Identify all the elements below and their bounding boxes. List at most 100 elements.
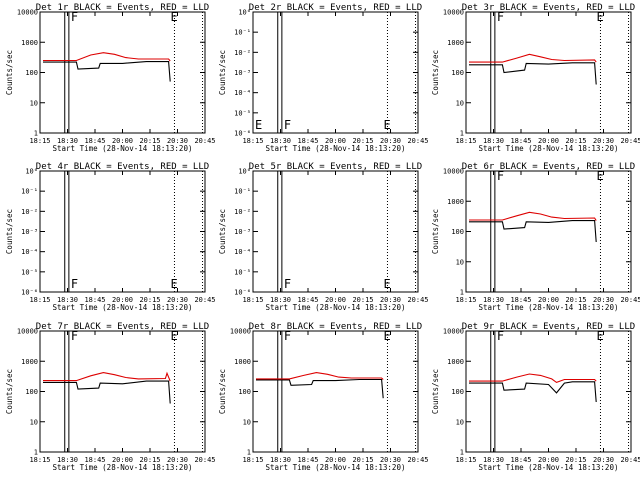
- y-axis-label: Counts/sec: [218, 369, 227, 414]
- y-tick-label: 10⁰: [25, 168, 38, 176]
- detector-panel-6: Det 6r BLACK = Events, RED = LLD 18:15 18:…: [431, 162, 640, 312]
- y-tick-label: 10⁻⁶: [234, 289, 251, 297]
- marker-letter-F: F: [71, 10, 78, 24]
- y-axis-label: Counts/sec: [5, 50, 14, 95]
- x-tick-label: 18:30: [270, 296, 291, 304]
- y-tick-label: 10000: [17, 328, 38, 336]
- y-axis-label: Counts/sec: [431, 369, 440, 414]
- y-tick-label: 10000: [443, 168, 464, 176]
- x-tick-label: 20:00: [325, 137, 346, 145]
- x-tick-label: 20:45: [620, 296, 640, 304]
- marker-letter-E: E: [255, 118, 262, 132]
- x-tick-label: 20:15: [565, 137, 586, 145]
- series-line-events: [469, 62, 597, 85]
- x-tick-label: 18:30: [270, 456, 291, 464]
- marker-letter-E: E: [383, 277, 390, 291]
- x-axis-label: Start Time (28-Nov-14 18:13:20): [53, 463, 193, 472]
- x-tick-label: 18:45: [510, 137, 531, 145]
- y-tick-label: 10: [456, 258, 464, 266]
- y-tick-label: 1: [460, 289, 464, 297]
- y-tick-label: 10: [456, 99, 464, 107]
- y-axis-label: Counts/sec: [5, 369, 14, 414]
- x-tick-label: 18:45: [84, 296, 105, 304]
- marker-letter-E: E: [596, 169, 603, 183]
- y-tick-label: 1000: [234, 358, 251, 366]
- y-tick-label: 10⁻⁴: [21, 248, 38, 256]
- marker-letter-F: F: [497, 10, 504, 24]
- y-tick-label: 100: [451, 228, 464, 236]
- x-tick-label: 20:45: [620, 456, 640, 464]
- y-tick-label: 10⁻³: [234, 228, 251, 236]
- detector-panel-3: Det 3r BLACK = Events, RED = LLD 18:15 18:…: [431, 3, 640, 153]
- y-tick-label: 10⁻⁵: [234, 268, 251, 276]
- x-tick-label: 20:00: [325, 296, 346, 304]
- y-tick-label: 10⁻⁴: [234, 89, 251, 97]
- x-tick-label: 18:15: [455, 137, 476, 145]
- series-line-events: [43, 380, 171, 404]
- marker-letter-E: E: [596, 329, 603, 343]
- x-tick-label: 20:45: [407, 296, 428, 304]
- y-tick-label: 100: [238, 388, 251, 396]
- y-axis-label: Counts/sec: [5, 209, 14, 254]
- x-tick-label: 18:45: [297, 456, 318, 464]
- panel-title: Det 4r BLACK = Events, RED = LLD: [36, 162, 209, 172]
- x-tick-label: 20:45: [620, 137, 640, 145]
- x-tick-label: 20:15: [565, 296, 586, 304]
- marker-letter-F: F: [284, 329, 291, 343]
- y-tick-label: 10: [30, 99, 38, 107]
- y-tick-label: 10: [30, 418, 38, 426]
- y-tick-label: 10⁻²: [21, 208, 38, 216]
- x-tick-label: 20:00: [112, 456, 133, 464]
- marker-letter-E: E: [170, 10, 177, 24]
- x-tick-label: 18:30: [57, 137, 78, 145]
- y-tick-label: 1: [247, 449, 251, 457]
- panel-title: Det 7r BLACK = Events, RED = LLD: [36, 322, 209, 332]
- x-tick-label: 20:00: [325, 456, 346, 464]
- series-line-events: [43, 61, 171, 82]
- x-tick-label: 20:30: [593, 137, 614, 145]
- x-tick-label: 20:15: [565, 456, 586, 464]
- x-axis-label: Start Time (28-Nov-14 18:13:20): [266, 303, 406, 312]
- x-tick-label: 20:15: [139, 456, 160, 464]
- detector-panel-8: Det 8r BLACK = Events, RED = LLD 18:15 18:…: [218, 322, 429, 472]
- x-tick-label: 18:15: [29, 296, 50, 304]
- x-tick-label: 20:30: [167, 456, 188, 464]
- marker-letter-F: F: [71, 329, 78, 343]
- x-axis-label: Start Time (28-Nov-14 18:13:20): [479, 463, 619, 472]
- x-tick-label: 20:45: [407, 456, 428, 464]
- marker-letter-F: F: [497, 329, 504, 343]
- x-tick-label: 20:30: [593, 456, 614, 464]
- x-tick-label: 20:15: [139, 137, 160, 145]
- panel-title: Det 5r BLACK = Events, RED = LLD: [249, 162, 422, 172]
- x-tick-label: 18:30: [483, 137, 504, 145]
- detector-panel-2: Det 2r BLACK = Events, RED = LLD 18:15 18:…: [218, 3, 429, 153]
- y-tick-label: 10⁻⁵: [21, 268, 38, 276]
- x-tick-label: 20:30: [380, 296, 401, 304]
- y-tick-label: 10000: [230, 328, 251, 336]
- detector-panel-1: Det 1r BLACK = Events, RED = LLD 18:15 18:…: [5, 3, 216, 153]
- x-tick-label: 18:45: [510, 296, 531, 304]
- x-axis-label: Start Time (28-Nov-14 18:13:20): [53, 144, 193, 153]
- x-tick-label: 18:45: [510, 456, 531, 464]
- series-line-lld: [469, 211, 597, 221]
- y-tick-label: 1000: [21, 39, 38, 47]
- y-tick-label: 10: [456, 418, 464, 426]
- y-tick-label: 10⁻²: [234, 208, 251, 216]
- x-tick-label: 20:45: [194, 456, 215, 464]
- y-tick-label: 10⁻¹: [234, 29, 251, 37]
- y-tick-label: 10⁻⁴: [234, 248, 251, 256]
- panel-title: Det 3r BLACK = Events, RED = LLD: [462, 3, 635, 13]
- panel-title: Det 6r BLACK = Events, RED = LLD: [462, 162, 635, 172]
- y-tick-label: 10⁻⁶: [234, 130, 251, 138]
- y-tick-label: 10⁻¹: [21, 188, 38, 196]
- y-tick-label: 10000: [443, 9, 464, 17]
- panel-title: Det 9r BLACK = Events, RED = LLD: [462, 322, 635, 332]
- panel-title: Det 1r BLACK = Events, RED = LLD: [36, 3, 209, 13]
- series-line-events: [256, 378, 384, 399]
- x-tick-label: 20:15: [139, 296, 160, 304]
- series-line-lld: [469, 53, 597, 63]
- x-tick-label: 18:45: [297, 137, 318, 145]
- x-tick-label: 18:30: [483, 456, 504, 464]
- x-tick-label: 18:45: [84, 137, 105, 145]
